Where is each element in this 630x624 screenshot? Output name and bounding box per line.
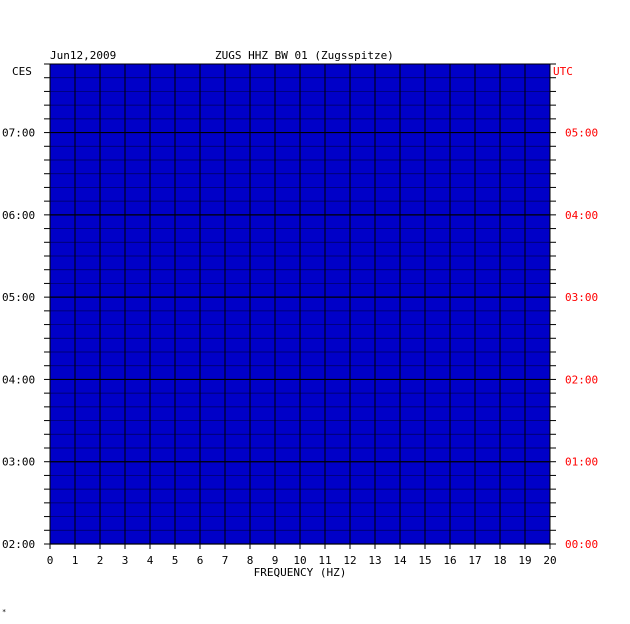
spectrogram-plot bbox=[49, 63, 551, 545]
x-tick-label: 3 bbox=[122, 554, 129, 567]
left-tick-label: 05:00 bbox=[2, 291, 35, 304]
x-tick-label: 16 bbox=[443, 554, 456, 567]
left-tick-label: 03:00 bbox=[2, 456, 35, 469]
x-tick-label: 17 bbox=[468, 554, 481, 567]
x-tick-label: 1 bbox=[72, 554, 79, 567]
right-tick-label: 04:00 bbox=[565, 209, 598, 222]
x-tick-label: 0 bbox=[47, 554, 54, 567]
x-tick-label: 5 bbox=[172, 554, 179, 567]
right-tick-label: 03:00 bbox=[565, 291, 598, 304]
right-tick-label: 02:00 bbox=[565, 373, 598, 386]
x-tick-label: 10 bbox=[293, 554, 306, 567]
x-tick-label: 4 bbox=[147, 554, 154, 567]
left-tick-label: 02:00 bbox=[2, 538, 35, 551]
x-tick-label: 8 bbox=[247, 554, 254, 567]
right-time-axis: 05:00 04:00 03:00 02:00 01:00 00:00 bbox=[550, 63, 598, 551]
right-tick-label: 01:00 bbox=[565, 456, 598, 469]
x-tick-label: 19 bbox=[518, 554, 531, 567]
footer-mark: * bbox=[2, 608, 7, 616]
left-tick-label: 06:00 bbox=[2, 209, 35, 222]
x-tick-label: 12 bbox=[343, 554, 356, 567]
x-tick-label: 15 bbox=[418, 554, 431, 567]
x-tick-label: 20 bbox=[543, 554, 556, 567]
left-tick-label: 07:00 bbox=[2, 127, 35, 140]
x-tick-label: 13 bbox=[368, 554, 381, 567]
right-tick-label: 05:00 bbox=[565, 127, 598, 140]
left-axis-label: CES bbox=[12, 65, 32, 78]
left-tick-label: 04:00 bbox=[2, 373, 35, 386]
right-axis-label: UTC bbox=[553, 65, 573, 78]
right-tick-label: 00:00 bbox=[565, 538, 598, 551]
x-tick-label: 11 bbox=[318, 554, 331, 567]
plot-grid bbox=[50, 63, 550, 545]
x-axis-title: FREQUENCY (HZ) bbox=[254, 566, 347, 579]
x-tick-label: 2 bbox=[97, 554, 104, 567]
date-label: Jun12,2009 bbox=[50, 49, 116, 62]
frequency-axis: 0 1 2 3 4 5 6 7 8 9 10 11 12 13 14 15 16 17 18 19 20 bbox=[47, 544, 557, 567]
x-tick-label: 14 bbox=[393, 554, 407, 567]
x-tick-label: 7 bbox=[222, 554, 229, 567]
station-title: ZUGS HHZ BW 01 (Zugsspitze) bbox=[215, 49, 394, 62]
x-tick-label: 9 bbox=[272, 554, 279, 567]
left-time-axis: 07:00 06:00 05:00 04:00 03:00 02:00 bbox=[2, 63, 50, 551]
x-tick-label: 18 bbox=[493, 554, 506, 567]
x-tick-label: 6 bbox=[197, 554, 204, 567]
